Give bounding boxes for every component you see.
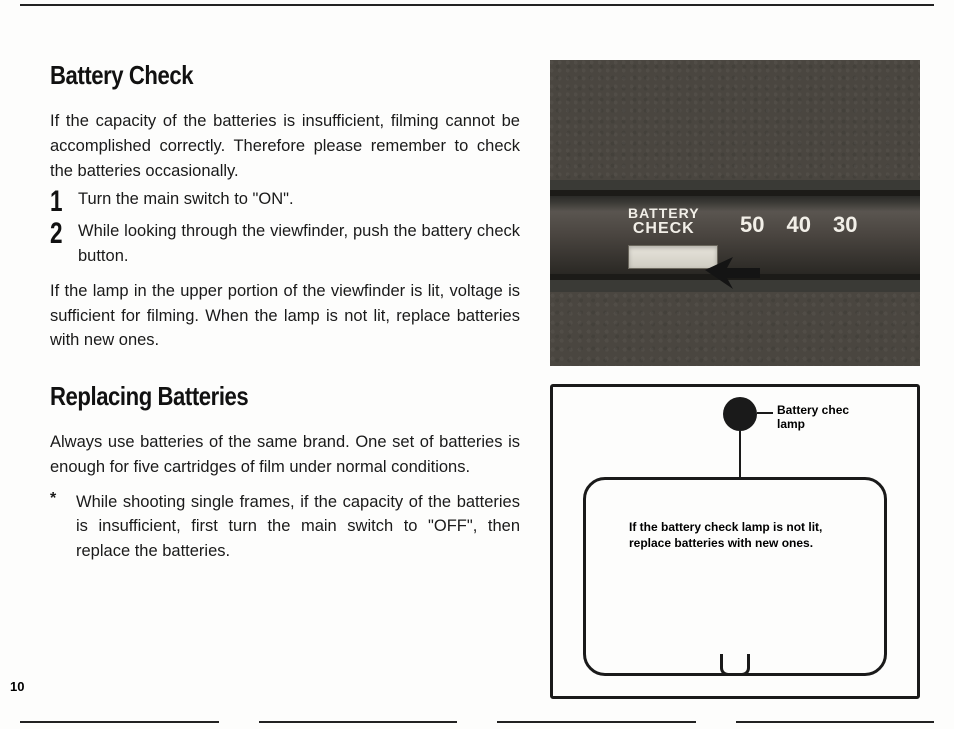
battery-lamp-label: Battery chec lamp: [777, 403, 849, 432]
page-rule-bottom: [20, 721, 934, 723]
battery-check-followup: If the lamp in the upper portion of the …: [50, 279, 520, 353]
camera-photo: BATTERY CHECK 50 40 30: [550, 60, 920, 366]
diagram-instruction: If the battery check lamp is not lit, re…: [629, 519, 859, 551]
battery-check-intro: If the capacity of the batteries is insu…: [50, 109, 520, 183]
step-2-number: 2: [50, 219, 64, 249]
viewfinder-diagram: Battery chec lamp If the battery check l…: [550, 384, 920, 699]
heading-replacing: Replacing Batteries: [50, 381, 450, 412]
replacing-note-row: * While shooting single frames, if the c…: [50, 490, 520, 564]
step-2: 2 While looking through the viewfinder, …: [50, 219, 520, 269]
replacing-section: Replacing Batteries Always use batteries…: [50, 381, 520, 564]
step-1-text: Turn the main switch to "ON".: [78, 187, 520, 212]
scale-30: 30: [833, 212, 857, 238]
manual-page: Battery Check If the capacity of the bat…: [0, 0, 954, 729]
battery-check-label-line2: CHECK: [628, 221, 700, 238]
replacing-intro: Always use batteries of the same brand. …: [50, 430, 520, 480]
leather-texture-bottom: [550, 292, 920, 366]
battery-lamp-dot: [723, 397, 757, 431]
viewfinder-notch: [720, 652, 750, 676]
left-column: Battery Check If the capacity of the bat…: [50, 60, 520, 699]
scale-50: 50: [740, 212, 764, 238]
battery-check-label: BATTERY CHECK: [628, 206, 700, 237]
viewfinder-frame: [583, 477, 887, 676]
leather-texture-top: [550, 60, 920, 180]
scale-40: 40: [786, 212, 810, 238]
replacing-note: While shooting single frames, if the cap…: [76, 490, 520, 564]
frame-scale: 50 40 30: [740, 212, 857, 238]
asterisk-bullet: *: [50, 490, 64, 564]
step-1-number: 1: [50, 187, 64, 217]
right-column: BATTERY CHECK 50 40 30 Battery chec lamp: [550, 60, 920, 699]
heading-battery-check: Battery Check: [50, 60, 450, 91]
battery-check-label-line1: BATTERY: [628, 206, 700, 221]
page-number: 10: [10, 679, 24, 694]
step-2-text: While looking through the viewfinder, pu…: [78, 219, 520, 269]
callout-tick: [757, 412, 773, 414]
step-1: 1 Turn the main switch to "ON".: [50, 187, 520, 217]
